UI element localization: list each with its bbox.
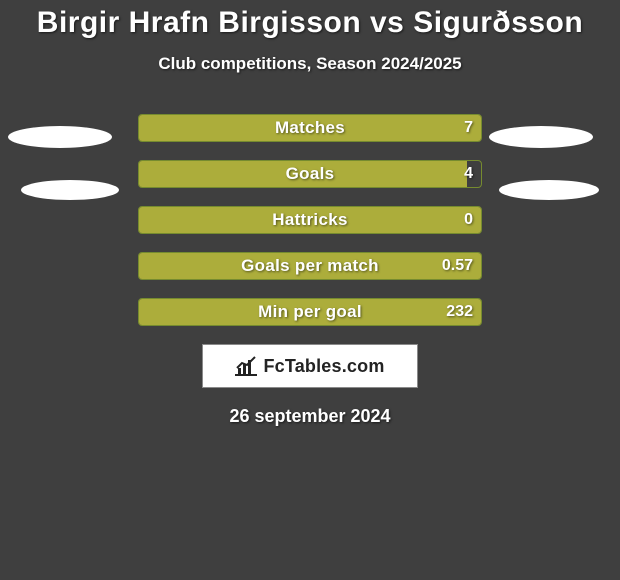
decorative-ellipse (8, 126, 112, 148)
stat-bar-value: 0 (464, 207, 473, 233)
source-label: FcTables.com (263, 356, 384, 377)
stat-bar: Min per goal232 (138, 298, 482, 326)
chart-icon (235, 356, 259, 376)
stat-bar: Goals per match0.57 (138, 252, 482, 280)
stat-bar: Matches7 (138, 114, 482, 142)
stat-bar: Goals4 (138, 160, 482, 188)
stat-bar-label: Hattricks (139, 207, 481, 233)
stat-bar-value: 4 (464, 161, 473, 187)
stat-bar: Hattricks0 (138, 206, 482, 234)
stat-bars: Matches7Goals4Hattricks0Goals per match0… (138, 114, 482, 326)
decorative-ellipse (489, 126, 593, 148)
stat-bar-value: 0.57 (442, 253, 473, 279)
stat-bar-label: Goals per match (139, 253, 481, 279)
decorative-ellipse (21, 180, 119, 200)
stat-bar-label: Goals (139, 161, 481, 187)
decorative-ellipse (499, 180, 599, 200)
page-title: Birgir Hrafn Birgisson vs Sigurðsson (0, 0, 620, 40)
stat-bar-value: 7 (464, 115, 473, 141)
stats-card: Birgir Hrafn Birgisson vs Sigurðsson Clu… (0, 0, 620, 580)
date-label: 26 september 2024 (0, 406, 620, 427)
source-badge: FcTables.com (202, 344, 418, 388)
stat-bar-label: Matches (139, 115, 481, 141)
subtitle: Club competitions, Season 2024/2025 (0, 54, 620, 74)
stat-bar-value: 232 (446, 299, 473, 325)
stat-bar-label: Min per goal (139, 299, 481, 325)
